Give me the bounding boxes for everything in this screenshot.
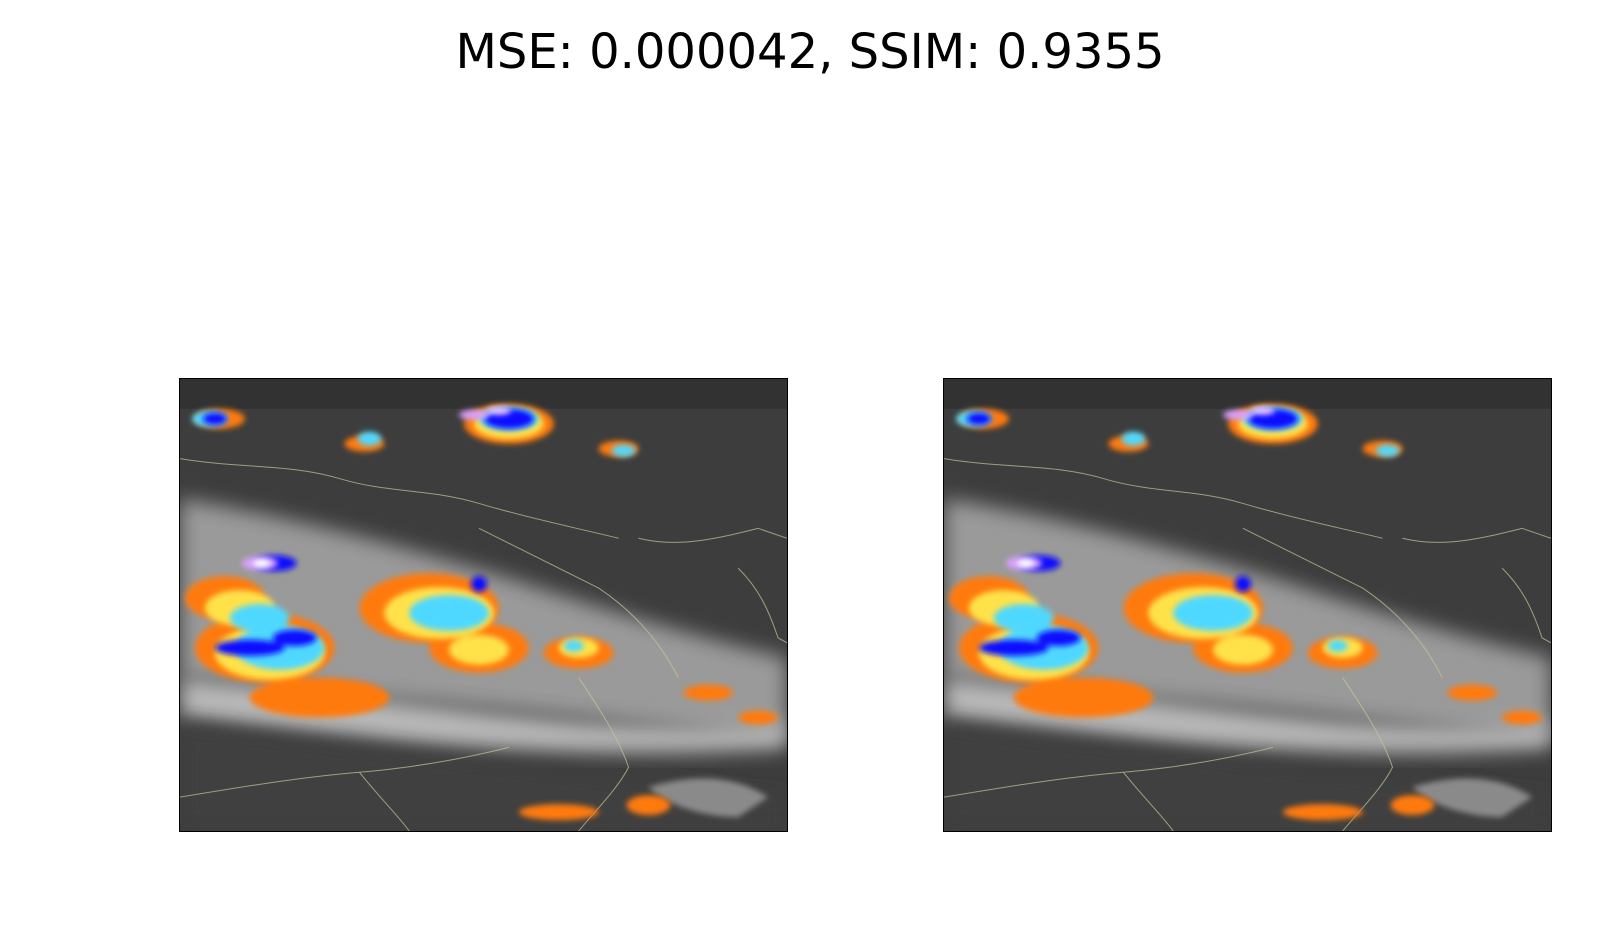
satellite-image-right <box>943 378 1552 832</box>
figure-title: MSE: 0.000042, SSIM: 0.9355 <box>455 24 1165 80</box>
satellite-image-right-graphic <box>944 379 1551 831</box>
satellite-image-left-graphic <box>180 379 787 831</box>
satellite-image-left <box>179 378 788 832</box>
